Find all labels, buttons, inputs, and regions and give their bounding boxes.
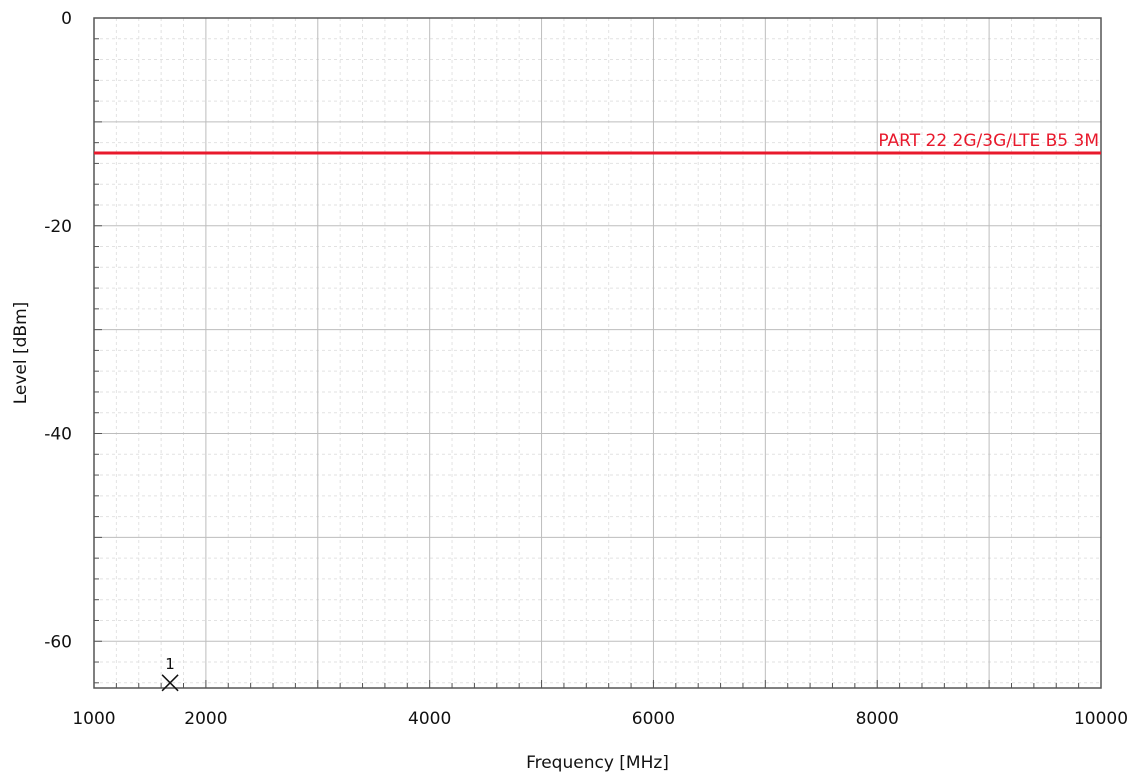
grid	[93, 17, 1102, 688]
limit-line-label: PART 22 2G/3G/LTE B5 3M	[878, 131, 1099, 151]
tick-labels: 1000 2000 4000 6000 8000 10000 0 -20 -40 -60	[44, 9, 1128, 729]
x-tick-label: 6000	[632, 709, 675, 729]
y-tick-label: 0	[61, 9, 72, 29]
y-tick-label: -40	[44, 425, 72, 445]
x-axis-title: Frequency [MHz]	[526, 753, 669, 773]
y-axis-title: Level [dBm]	[11, 302, 31, 405]
marker-label: 1	[165, 655, 175, 673]
x-tick-label: 1000	[72, 709, 115, 729]
axis-ticks	[93, 17, 1102, 688]
x-tick-label: 2000	[184, 709, 227, 729]
y-tick-label: -20	[44, 217, 72, 237]
x-tick-label: 10000	[1074, 709, 1128, 729]
y-tick-label: -60	[44, 632, 72, 652]
x-tick-label: 4000	[408, 709, 451, 729]
markers: 1	[161, 655, 179, 692]
x-tick-label: 8000	[856, 709, 899, 729]
plot-frame	[93, 17, 1102, 689]
marker-cross	[161, 674, 179, 692]
